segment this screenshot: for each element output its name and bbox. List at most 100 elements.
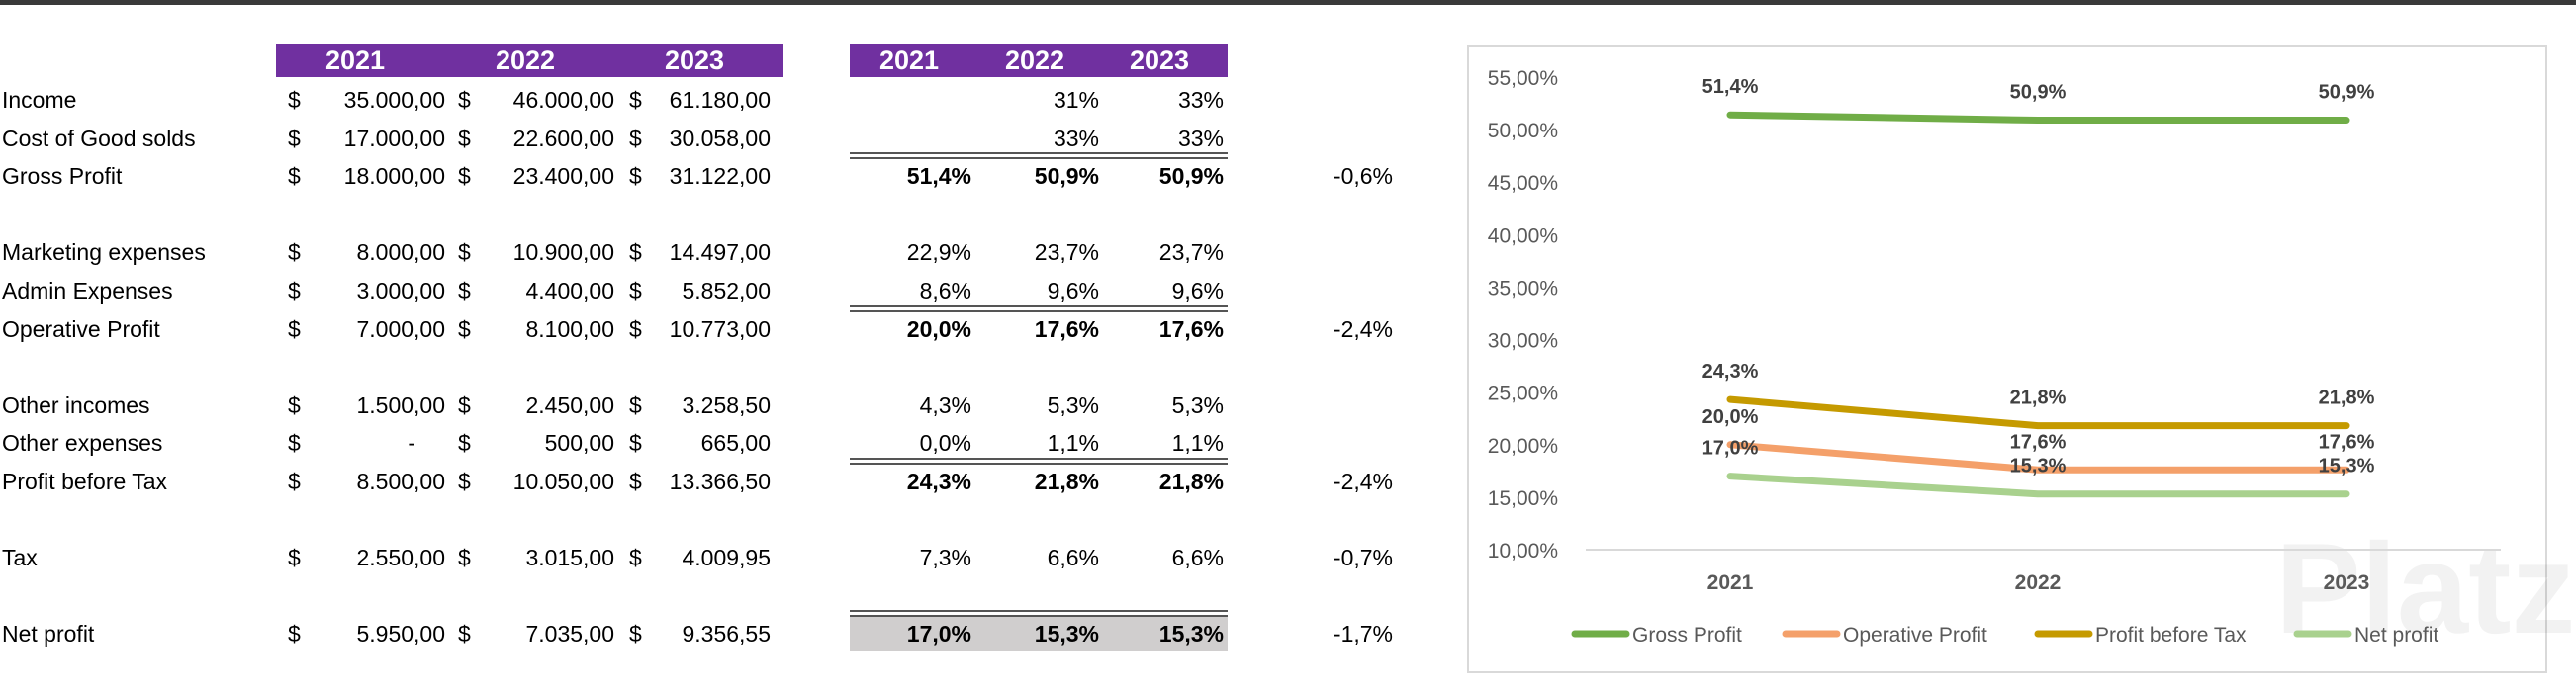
currency-value: 46.000,00	[512, 87, 614, 113]
currency-value: 4.009,95	[682, 545, 771, 571]
percent-value: 17,6%	[1158, 315, 1224, 342]
currency-symbol: $	[458, 391, 471, 418]
currency-symbol: $	[288, 621, 301, 648]
currency-value: 17.000,00	[343, 125, 445, 151]
percent-value: 20,0%	[906, 315, 971, 342]
percent-value: 24,3%	[906, 469, 971, 494]
currency-symbol: $	[458, 87, 471, 113]
currency-symbol: $	[458, 430, 471, 457]
currency-symbol: $	[629, 278, 642, 304]
row-label: Marketing expenses	[2, 239, 206, 266]
data-label: 24,3%	[1702, 361, 1759, 383]
currency-symbol: $	[629, 430, 642, 457]
currency-value: 3.015,00	[525, 545, 614, 571]
currency-value: 31.122,00	[669, 163, 771, 190]
data-label: 15,3%	[2319, 456, 2375, 477]
currency-value: 1.500,00	[356, 391, 445, 418]
y-tick-label: 30,00%	[1488, 330, 1558, 353]
percent-value: 23,7%	[1158, 239, 1224, 266]
currency-value: 61.180,00	[669, 87, 771, 113]
percent-value: 9,6%	[1047, 278, 1099, 304]
percent-value: 7,3%	[919, 545, 971, 571]
percent-value: 6,6%	[1047, 545, 1099, 571]
currency-symbol: $	[629, 125, 642, 151]
percent-value: 33%	[1177, 87, 1224, 113]
currency-value: 500,00	[544, 430, 614, 457]
currency-value: 5.950,00	[356, 621, 445, 648]
data-label: 17,6%	[2010, 431, 2067, 453]
percent-value: 33%	[1053, 125, 1099, 151]
currency-symbol: $	[288, 430, 301, 457]
currency-value: 9.356,55	[682, 621, 771, 648]
currency-value: 4.400,00	[525, 278, 614, 304]
data-label: 51,4%	[1702, 76, 1759, 98]
currency-value: 8.100,00	[525, 315, 614, 342]
currency-value: 3.258,50	[682, 391, 771, 418]
percent-value: 5,3%	[1047, 391, 1099, 418]
percent-value: 22,9%	[906, 239, 971, 266]
y-tick-label: 10,00%	[1488, 540, 1558, 563]
legend-label: Profit before Tax	[2095, 624, 2247, 647]
currency-symbol: $	[629, 163, 642, 190]
row-label: Tax	[2, 545, 38, 571]
currency-value: 10.050,00	[512, 469, 614, 494]
currency-value: 665,00	[700, 430, 771, 457]
currency-value: 13.366,50	[669, 469, 771, 494]
values-year-header: 2021 2022 2023	[276, 44, 783, 77]
currency-symbol: $	[458, 239, 471, 266]
year-header: 2022	[496, 45, 556, 75]
column-header-bar	[0, 0, 2576, 5]
double-underline	[850, 304, 1228, 312]
percent-value: 8,6%	[919, 278, 971, 304]
percent-value: 9,6%	[1171, 278, 1224, 304]
currency-symbol: $	[629, 87, 642, 113]
x-tick-label: 2023	[2324, 571, 2370, 594]
currency-symbol: $	[288, 315, 301, 342]
row-label: Income	[2, 87, 77, 113]
x-tick-label: 2022	[2015, 571, 2062, 594]
currency-value: 2.550,00	[356, 545, 445, 571]
percent-value: 5,3%	[1171, 391, 1224, 418]
percent-value: 17,6%	[1034, 315, 1099, 342]
currency-symbol: $	[288, 391, 301, 418]
currency-symbol: $	[458, 278, 471, 304]
percent-value: 1,1%	[1171, 430, 1224, 457]
y-tick-label: 55,00%	[1488, 67, 1558, 90]
currency-value: 5.852,00	[682, 278, 771, 304]
currency-symbol: $	[458, 163, 471, 190]
percent-value: 51,4%	[906, 163, 971, 190]
percent-value: 15,3%	[1034, 621, 1099, 648]
percent-value: 1,1%	[1047, 430, 1099, 457]
currency-symbol: $	[629, 391, 642, 418]
percent-value: 15,3%	[1158, 621, 1224, 648]
delta-value: -0,7%	[1333, 545, 1393, 571]
currency-value: 8.000,00	[356, 239, 445, 266]
series-line	[1726, 441, 2350, 474]
currency-symbol: $	[458, 621, 471, 648]
currency-value: 7.035,00	[525, 621, 614, 648]
y-tick-label: 40,00%	[1488, 224, 1558, 247]
currency-value: 14.497,00	[669, 239, 771, 266]
currency-symbol: $	[288, 163, 301, 190]
data-label: 17,0%	[1702, 438, 1759, 460]
percent-value: 4,3%	[919, 391, 971, 418]
percent-value: 21,8%	[1034, 469, 1099, 494]
currency-symbol: $	[458, 125, 471, 151]
year-header: 2021	[325, 45, 386, 75]
currency-symbol: $	[288, 239, 301, 266]
currency-symbol: $	[288, 278, 301, 304]
data-label: 50,9%	[2010, 82, 2067, 104]
currency-value: 30.058,00	[669, 125, 771, 151]
currency-symbol: $	[629, 469, 642, 494]
row-label: Operative Profit	[2, 315, 160, 342]
currency-symbol: $	[288, 125, 301, 151]
shaded-total-cells	[850, 616, 1228, 652]
legend-label: Net profit	[2354, 624, 2438, 647]
row-label: Other incomes	[2, 391, 150, 418]
data-label: 15,3%	[2010, 456, 2067, 477]
y-tick-label: 45,00%	[1488, 172, 1558, 195]
legend-label: Operative Profit	[1843, 624, 1987, 647]
y-tick-label: 35,00%	[1488, 277, 1558, 300]
delta-value: -1,7%	[1333, 621, 1393, 648]
